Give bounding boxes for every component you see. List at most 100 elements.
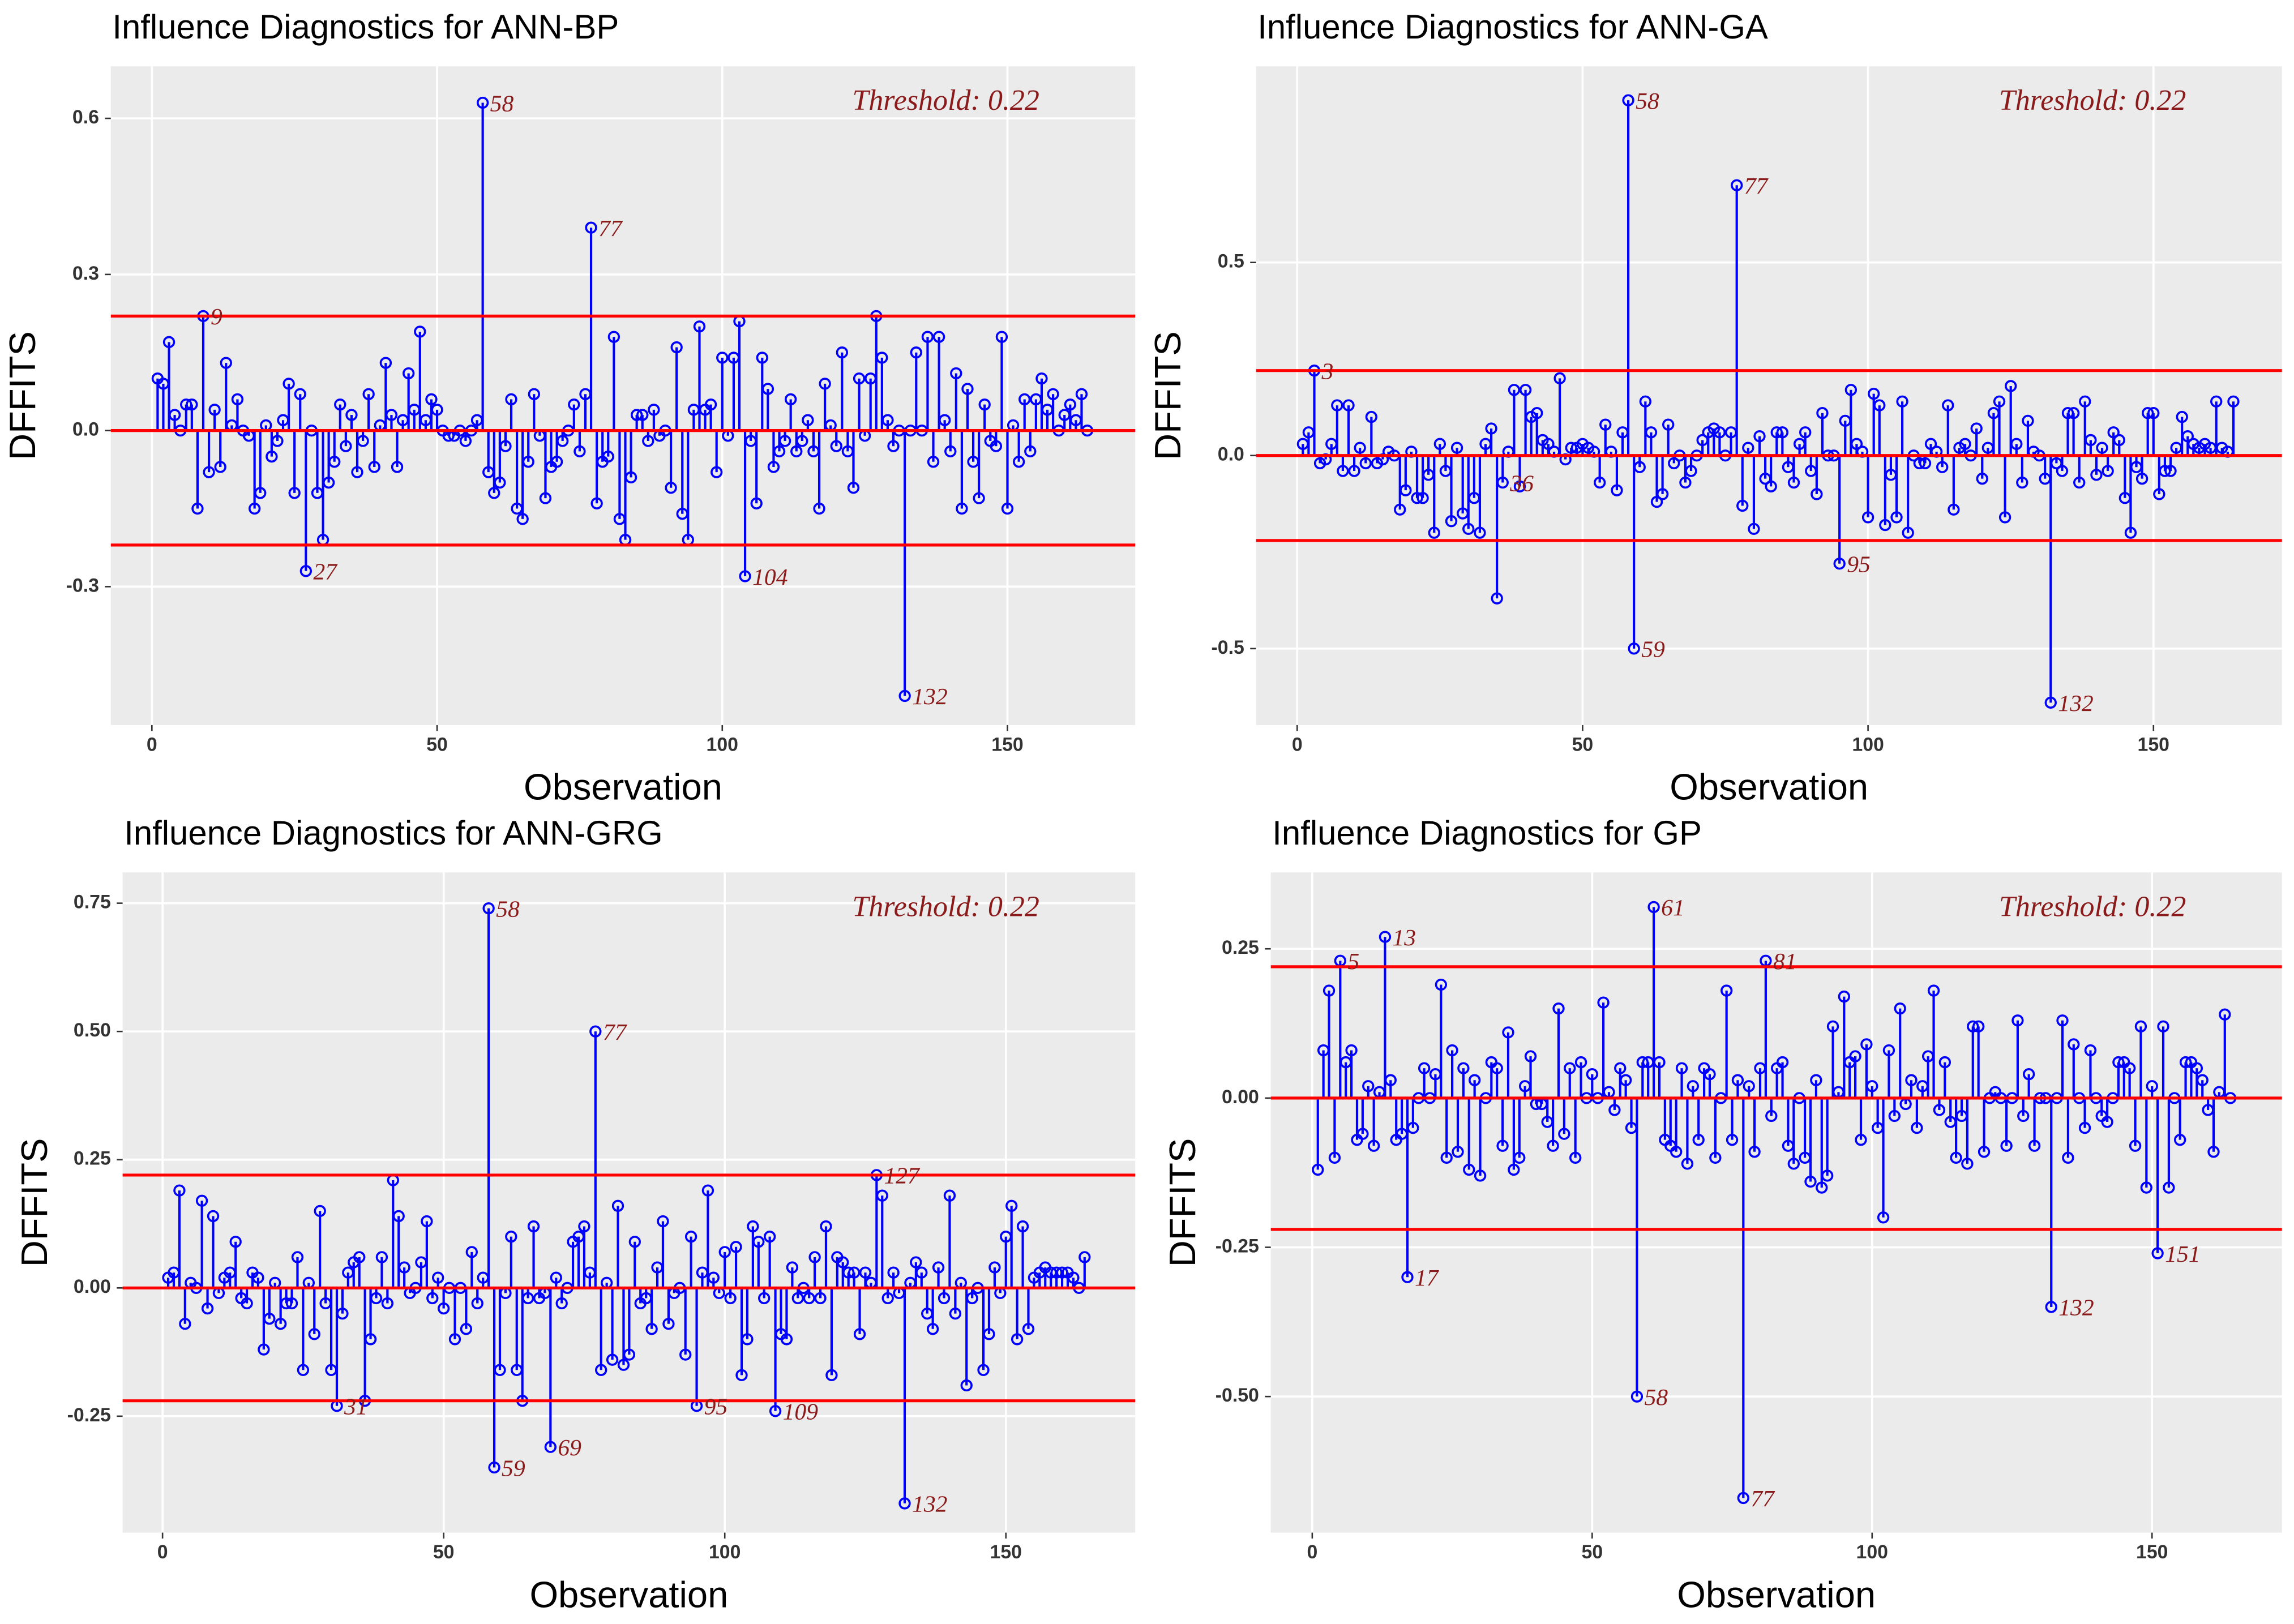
point (248, 502, 261, 515)
point (589, 1025, 602, 1038)
point (195, 1194, 208, 1207)
point (2181, 430, 2194, 443)
point (1924, 438, 1937, 450)
y-axis-title: DFFITS (1162, 1138, 1203, 1267)
point (2134, 1020, 2147, 1032)
point (973, 492, 985, 504)
point (961, 383, 974, 395)
point (784, 393, 797, 406)
point (915, 1266, 928, 1279)
point (2113, 434, 2125, 447)
point (1681, 1158, 1694, 1170)
point (1491, 592, 1503, 605)
point (1379, 931, 1392, 943)
point (1474, 526, 1486, 539)
point (898, 689, 911, 702)
point (881, 1292, 894, 1305)
point (425, 393, 438, 406)
point (1496, 476, 1509, 489)
point (1348, 465, 1360, 477)
point (1468, 1074, 1481, 1086)
point (1704, 1068, 1716, 1081)
point (767, 461, 780, 473)
point (1645, 426, 1658, 439)
point (780, 1333, 793, 1346)
panel: -0.5 0.0 0.5 0 50 100 150 3 36 58 59 77 95 132 Thresho… (1147, 8, 2282, 808)
point (1726, 1134, 1739, 1146)
point (465, 1246, 478, 1258)
point (1890, 511, 1903, 524)
point (585, 221, 597, 234)
point (1513, 480, 1526, 493)
y-tick-label: -0.25 (1216, 1235, 1259, 1257)
point (398, 1261, 410, 1274)
point (876, 1189, 888, 1202)
point (939, 414, 951, 426)
point (2056, 465, 2069, 477)
point (2068, 1038, 2080, 1051)
point-label: 127 (884, 1163, 921, 1189)
point (2129, 1139, 2142, 1152)
point (2153, 488, 2165, 500)
point (201, 1302, 214, 1315)
point (602, 450, 614, 463)
point (1452, 1146, 1464, 1158)
plot-background (1270, 872, 2282, 1533)
point (1463, 1163, 1475, 1176)
point (385, 409, 398, 421)
point (431, 404, 443, 416)
point (1416, 492, 1429, 504)
y-tick-label: 0.75 (74, 892, 111, 913)
point (718, 1246, 731, 1258)
y-tick-label: -0.50 (1216, 1385, 1259, 1406)
point (1816, 1181, 1828, 1194)
point (308, 1328, 320, 1340)
y-axis-title: DFFITS (1147, 331, 1188, 460)
point (1508, 384, 1521, 396)
point (716, 352, 729, 364)
point (1849, 1050, 1861, 1062)
point (364, 1333, 377, 1346)
point-label: 31 (344, 1394, 368, 1420)
point (825, 1369, 838, 1382)
point (2056, 1014, 2069, 1027)
point (1668, 457, 1680, 470)
point (426, 1292, 439, 1305)
point (1633, 461, 1646, 473)
point (336, 1307, 349, 1320)
point (684, 1231, 697, 1243)
x-tick-label: 150 (2138, 734, 2169, 755)
x-tick-label: 50 (426, 734, 448, 755)
point (735, 1369, 748, 1382)
point (263, 1313, 276, 1325)
y-tick-label: 0.0 (72, 419, 99, 440)
point (1650, 495, 1663, 508)
point (990, 440, 1003, 452)
point (881, 414, 894, 426)
point (657, 1215, 669, 1228)
point (1323, 984, 1336, 997)
point (2000, 1139, 2013, 1152)
point (362, 388, 375, 400)
point (2010, 438, 2023, 450)
point (2157, 1020, 2169, 1032)
point (414, 325, 426, 338)
point (2017, 1109, 2030, 1122)
point (617, 1359, 630, 1371)
plot-background (1256, 66, 2282, 725)
point (1611, 484, 1623, 496)
point (557, 435, 569, 447)
point (2005, 380, 2017, 392)
point (1474, 1169, 1487, 1182)
y-tick-label: 0.0 (1218, 444, 1244, 465)
point (203, 466, 215, 478)
point (836, 346, 849, 359)
point (1359, 457, 1372, 470)
point-label: 3 (1321, 358, 1334, 384)
point (778, 435, 791, 447)
point (1670, 1146, 1683, 1158)
point (1622, 94, 1634, 106)
point (1855, 1134, 1867, 1146)
point (623, 1348, 636, 1361)
